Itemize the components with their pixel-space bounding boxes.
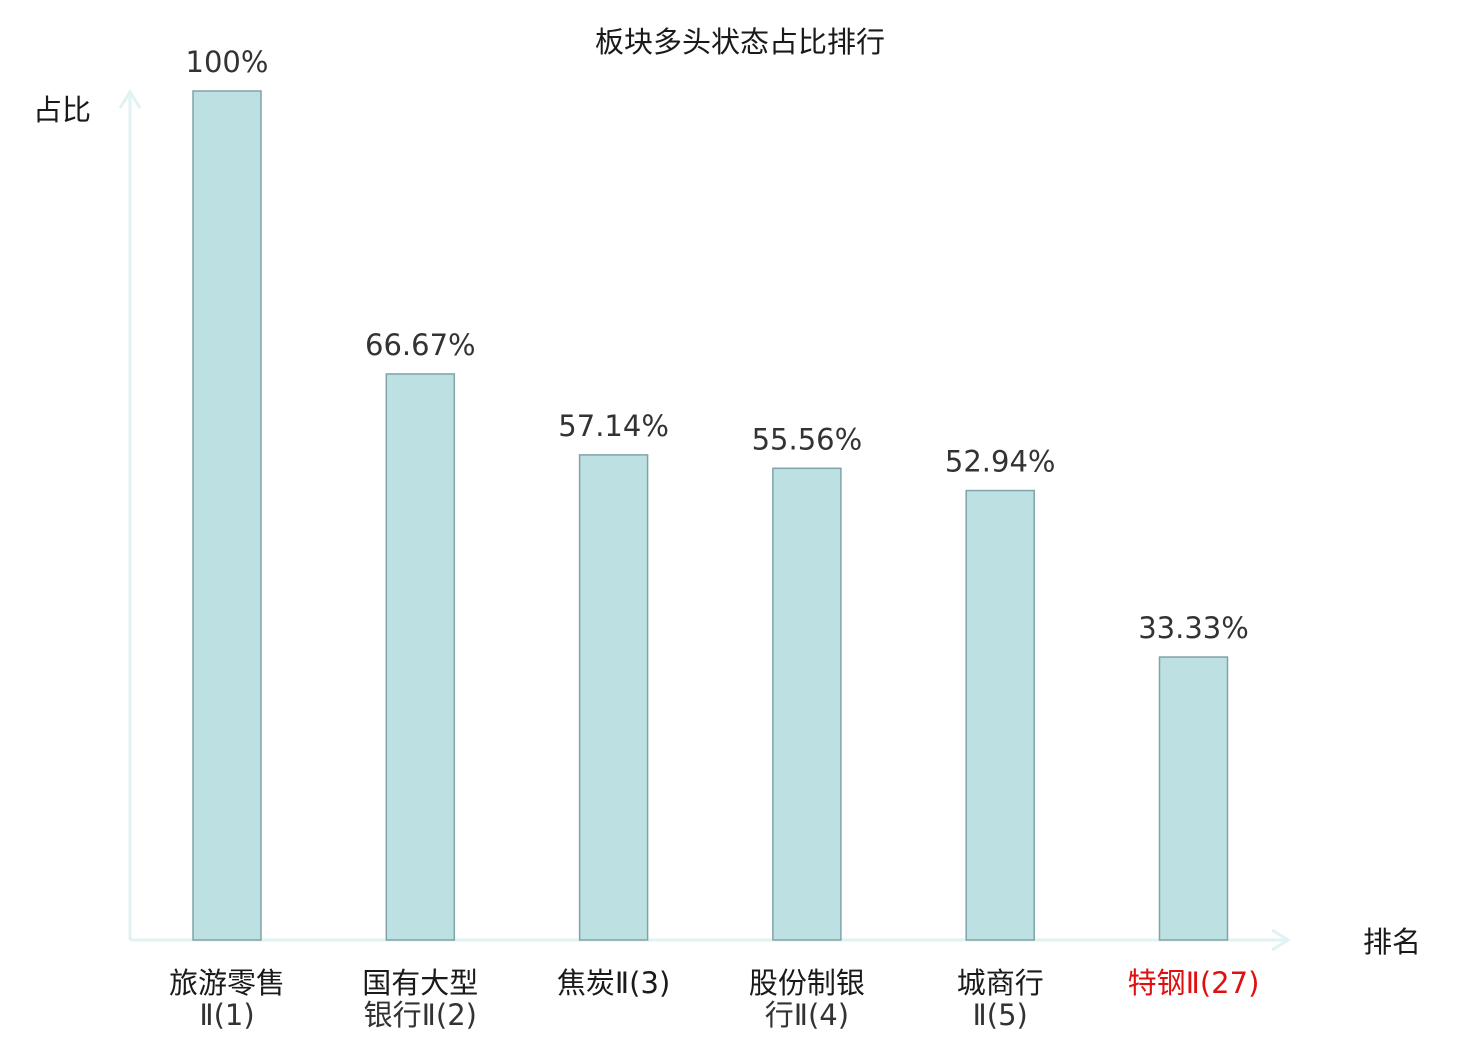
category-label: 股份制银 xyxy=(749,966,865,1000)
x-axis-arrow xyxy=(1271,928,1291,952)
bar xyxy=(965,489,1035,941)
category-sub-label: Ⅱ(1) xyxy=(199,998,254,1032)
chart-title: 板块多头状态占比排行 xyxy=(595,25,885,59)
category-label: 特钢Ⅱ(27) xyxy=(1128,966,1260,1000)
x-axis-label: 排名 xyxy=(1363,925,1421,959)
category-sub-label: Ⅱ(5) xyxy=(973,998,1028,1032)
category-label: 国有大型 xyxy=(362,966,478,1000)
value-label: 52.94% xyxy=(945,445,1056,479)
category-sub-label: 行Ⅱ(4) xyxy=(765,998,849,1032)
value-label: 57.14% xyxy=(558,409,669,443)
bar xyxy=(1158,656,1229,941)
bars-group xyxy=(192,90,1229,941)
bar xyxy=(385,373,456,941)
bar xyxy=(578,454,649,941)
value-labels-group: 100% 66.67% 57.14% 55.56% 52.94% 33.33% xyxy=(186,45,1249,645)
bar xyxy=(772,467,842,941)
value-label: 55.56% xyxy=(752,422,863,456)
category-label: 旅游零售 xyxy=(169,966,285,1000)
y-axis-label: 占比 xyxy=(33,93,91,127)
value-label: 100% xyxy=(186,45,269,79)
value-label: 33.33% xyxy=(1138,611,1249,645)
axes xyxy=(118,89,1291,952)
category-label: 城商行 xyxy=(957,966,1044,1000)
category-label: 焦炭Ⅱ(3) xyxy=(557,966,670,1000)
y-axis-arrow xyxy=(118,89,142,109)
bar xyxy=(192,90,262,941)
category-sub-label: 银行Ⅱ(2) xyxy=(364,998,477,1032)
value-label: 66.67% xyxy=(365,328,476,362)
